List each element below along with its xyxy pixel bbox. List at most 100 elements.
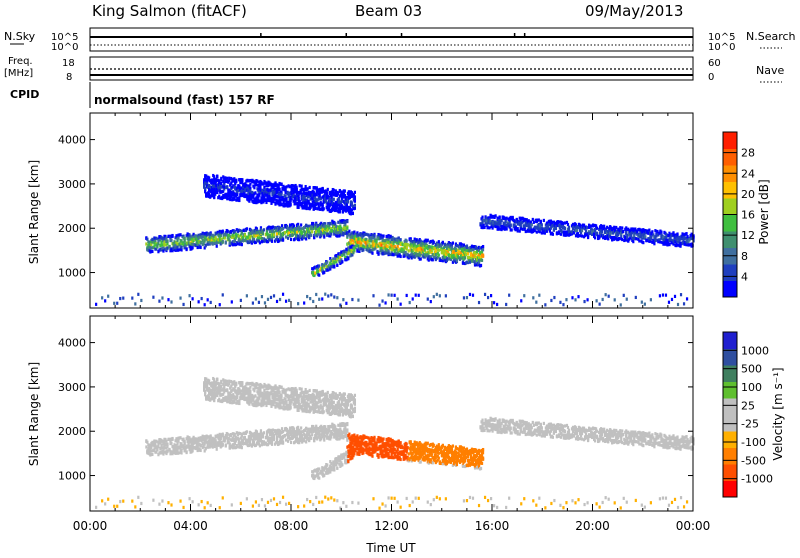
power-cell — [564, 227, 566, 230]
power-cell — [539, 224, 541, 227]
power-cell — [354, 204, 356, 207]
power-cell — [357, 245, 359, 248]
power-cell — [253, 238, 255, 241]
power-cell — [482, 248, 484, 251]
power-cell — [371, 236, 373, 239]
power-cell — [469, 293, 471, 296]
power-cell — [415, 294, 417, 297]
power-cell — [511, 228, 513, 231]
power-cell — [149, 250, 151, 253]
colorbar-swatch — [723, 231, 737, 248]
nsearch-label: N.Search — [746, 30, 796, 43]
power-cell — [625, 231, 627, 234]
power-cell — [504, 223, 506, 226]
velocity-cell — [155, 440, 157, 443]
power-cell — [445, 294, 447, 297]
power-cell — [357, 233, 359, 236]
power-cell — [341, 200, 343, 203]
velocity-cell — [188, 440, 190, 443]
power-cell — [505, 220, 507, 223]
power-cell — [317, 270, 319, 273]
velocity-cell — [200, 449, 202, 452]
power-cell — [161, 296, 163, 299]
power-cell — [333, 295, 335, 298]
power-cell — [581, 229, 583, 232]
velocity-cell — [210, 445, 212, 448]
power-cell — [488, 226, 490, 229]
power-cell — [207, 298, 209, 301]
power-cell — [508, 294, 510, 297]
power-cell — [435, 253, 437, 256]
velocity-cell — [207, 446, 209, 449]
power-cell — [246, 227, 248, 230]
power-cell — [251, 191, 253, 194]
power-cell — [520, 224, 522, 227]
power-cell — [216, 175, 218, 178]
power-cell — [296, 189, 298, 192]
power-cell — [208, 176, 210, 179]
power-cell — [467, 252, 469, 255]
power-cell — [195, 244, 197, 247]
power-cell — [390, 244, 392, 247]
power-cell — [590, 224, 592, 227]
power-cell — [370, 239, 372, 242]
velocity-cell — [200, 444, 202, 447]
power-cell — [326, 260, 328, 263]
power-cell — [300, 223, 302, 226]
power-cell — [333, 265, 335, 268]
power-cell — [559, 301, 561, 304]
power-cell — [242, 239, 244, 242]
power-cell — [273, 233, 275, 236]
power-cell — [455, 249, 457, 252]
velocity-cell — [308, 439, 310, 442]
power-cell — [230, 230, 232, 233]
power-cell — [151, 250, 153, 253]
power-cell — [613, 226, 615, 229]
power-cell — [481, 259, 483, 262]
power-cell — [104, 299, 106, 302]
velocity-cell — [183, 440, 185, 443]
power-cell — [501, 219, 503, 222]
power-cell — [314, 271, 316, 274]
power-cell — [238, 178, 240, 181]
power-cell — [387, 252, 389, 255]
power-cell — [179, 233, 181, 236]
power-cell — [483, 226, 485, 229]
power-cell — [644, 235, 646, 238]
power-cell — [170, 300, 172, 303]
power-cell — [433, 241, 435, 244]
power-cell — [532, 296, 534, 299]
power-cell — [400, 238, 402, 241]
power-cell — [263, 228, 265, 231]
velocity-cell — [160, 443, 162, 446]
power-cell — [310, 234, 312, 237]
power-cell — [329, 222, 331, 225]
velocity-cell — [281, 427, 283, 430]
power-cell — [342, 232, 344, 235]
velocity-cell — [242, 442, 244, 445]
power-cell — [394, 249, 396, 252]
power-cell — [329, 198, 331, 201]
velocity-cell — [253, 441, 255, 444]
power-cell — [249, 189, 251, 192]
velocity-cell — [149, 453, 151, 456]
power-cell — [237, 189, 239, 192]
power-cell — [323, 235, 325, 238]
velocity-cell — [259, 444, 261, 447]
velocity-cell — [241, 446, 243, 449]
power-cell — [327, 188, 329, 191]
power-cell — [624, 235, 626, 238]
velocity-cell — [273, 436, 275, 439]
beam-title: Beam 03 — [355, 2, 422, 20]
power-cell — [348, 230, 350, 233]
power-cell — [162, 246, 164, 249]
power-cell — [224, 176, 226, 179]
velocity-cell — [305, 427, 307, 430]
power-cell — [216, 245, 218, 248]
power-cell — [247, 179, 249, 182]
y-tick-label: 1000 — [58, 267, 86, 280]
power-cell — [280, 238, 282, 241]
power-cell — [438, 254, 440, 257]
power-cell — [386, 245, 388, 248]
power-cell — [558, 230, 560, 233]
